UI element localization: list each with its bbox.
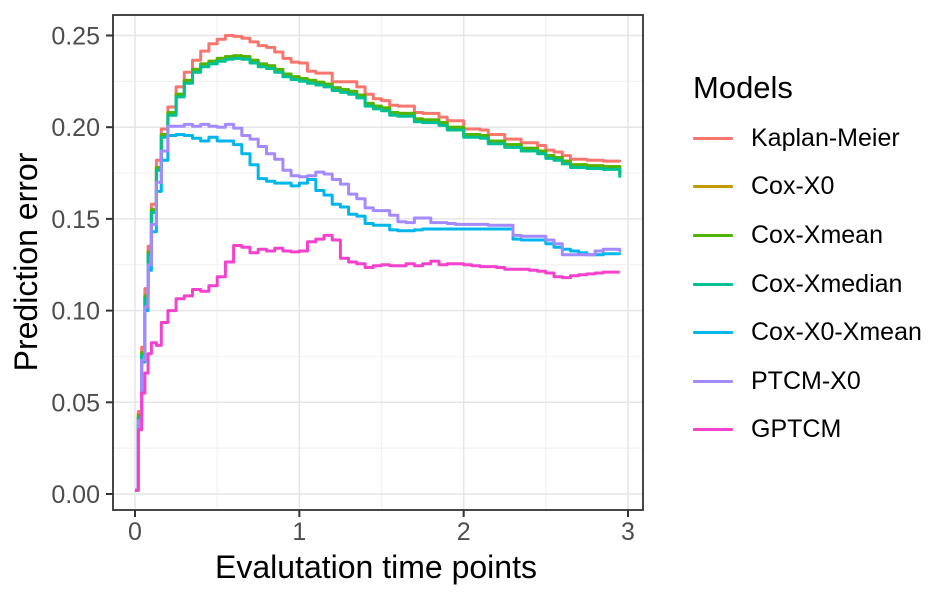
legend-key-line (693, 282, 733, 286)
legend-item-kaplan-meier: Kaplan-Meier (693, 114, 922, 163)
legend-key-line (693, 233, 733, 237)
panel-border (112, 14, 644, 511)
legend-label: PTCM-X0 (751, 366, 861, 395)
legend-key-line (693, 379, 733, 383)
plot-panel (113, 15, 643, 510)
legend-label: GPTCM (751, 415, 842, 444)
y-tick-label: 0.20 (51, 114, 100, 142)
y-axis-title: Prediction error (8, 152, 44, 372)
legend-items: Kaplan-Meier Cox-X0 Cox-Xmean Cox-Xmedian Co… (693, 114, 922, 454)
y-tick-label: 0.25 (51, 23, 100, 51)
legend-key-line (693, 136, 733, 140)
y-tick-label: 0.05 (51, 389, 100, 417)
legend-label: Cox-Xmedian (751, 269, 903, 298)
legend-item-ptcm-x0: PTCM-X0 (693, 357, 922, 406)
legend-item-cox-x0: Cox-X0 (693, 163, 922, 212)
y-tick-label: 0.00 (51, 481, 100, 509)
x-axis-title: Evalutation time points (215, 549, 537, 585)
legend-label: Cox-Xmean (751, 220, 883, 249)
legend-label: Cox-X0 (751, 172, 835, 201)
legend-label: Cox-X0-Xmean (751, 318, 922, 347)
series-line-ptcm-x0 (135, 122, 622, 492)
series-group (135, 34, 622, 492)
legend-title: Models (693, 70, 793, 105)
y-tick-label: 0.10 (51, 298, 100, 326)
x-tick-label: 2 (457, 518, 471, 546)
series-line-gptcm (135, 233, 620, 492)
series-line-cox-xmedian (135, 56, 622, 492)
legend-item-cox-xmedian: Cox-Xmedian (693, 260, 922, 309)
legend-key-line (693, 428, 733, 432)
x-tick-label: 0 (128, 518, 142, 546)
legend-key-line (693, 185, 733, 189)
legend-item-cox-x0-xmean: Cox-X0-Xmean (693, 308, 922, 357)
x-tick-label: 3 (621, 518, 635, 546)
legend-item-gptcm: GPTCM (693, 406, 922, 455)
x-tick-label: 1 (292, 518, 306, 546)
legend-item-cox-xmean: Cox-Xmean (693, 211, 922, 260)
y-tick-label: 0.15 (51, 206, 100, 234)
legend-label: Kaplan-Meier (751, 123, 900, 152)
legend: Models Kaplan-Meier Cox-X0 Cox-Xmean Cox-Xm… (693, 70, 922, 454)
legend-key-line (693, 331, 733, 335)
series-line-cox-x0-xmean (135, 133, 622, 492)
